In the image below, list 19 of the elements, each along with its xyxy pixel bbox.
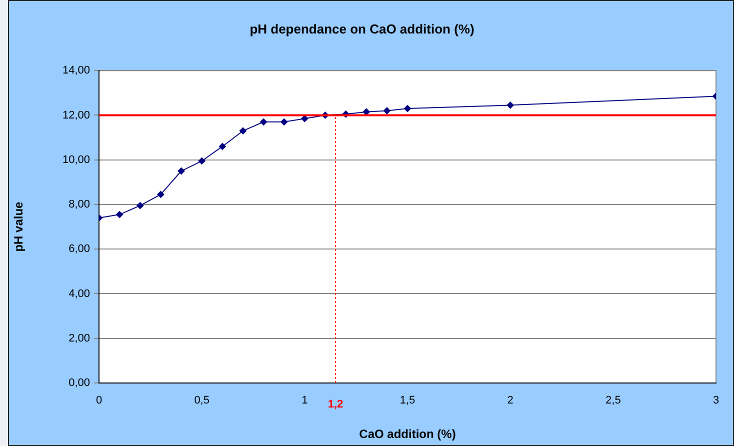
x-tick-label: 0,5 (194, 394, 210, 407)
y-tick-label: 4,00 (68, 288, 90, 300)
chart-title: pH dependance on CaO addition (%) (250, 21, 474, 36)
y-tick-label: 2,00 (68, 332, 90, 344)
y-tick-label: 12,00 (62, 109, 90, 122)
x-tick-label: 2 (507, 394, 514, 407)
y-tick-label: 14,00 (62, 64, 90, 77)
x-tick-label: 0 (96, 394, 102, 407)
x-tick-label: 2,5 (606, 394, 621, 407)
y-tick-label: 6,00 (68, 243, 90, 256)
x-tick-label: 3 (712, 394, 720, 407)
y-tick-label: 10,00 (62, 154, 90, 166)
ref-line-label: 1,2 (328, 398, 344, 411)
y-axis-title: pH value (12, 201, 26, 252)
y-tick-label: 8,00 (68, 198, 90, 211)
x-axis-title: CaO addition (%) (359, 427, 456, 442)
x-tick-label: 1,5 (400, 394, 416, 407)
y-tick-label: 0,00 (68, 377, 90, 390)
x-tick-label: 1 (302, 394, 308, 407)
